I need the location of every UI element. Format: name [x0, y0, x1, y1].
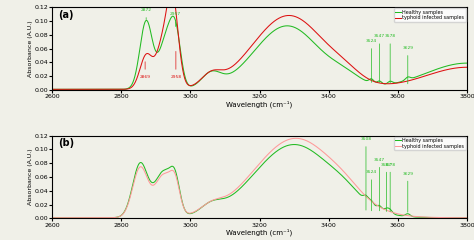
Healthy samples: [240, 62, 246, 65]
typhoid infected samples: [452, 216, 458, 219]
typhoid infected samples: [464, 66, 470, 69]
Y-axis label: Absorbance (A.U.): Absorbance (A.U.): [28, 20, 33, 77]
Healthy samples: [464, 216, 470, 219]
Line: Healthy samples: Healthy samples: [52, 144, 467, 218]
typhoid infected samples: [49, 216, 55, 219]
Healthy samples: [452, 63, 458, 66]
Text: 3524: 3524: [366, 39, 377, 82]
typhoid infected samples: [71, 88, 76, 91]
Healthy samples: [170, 15, 176, 18]
typhoid infected samples: [464, 216, 470, 219]
typhoid infected samples: [452, 216, 458, 219]
Healthy samples: [251, 173, 256, 175]
Legend: Healthy samples, typhoid infected samples: Healthy samples, typhoid infected sample…: [394, 137, 466, 150]
Text: 3567: 3567: [381, 163, 392, 211]
Text: 3578: 3578: [384, 34, 396, 83]
Text: 3547: 3547: [374, 34, 385, 82]
Line: typhoid infected samples: typhoid infected samples: [52, 0, 467, 89]
Text: 2869: 2869: [140, 62, 151, 79]
Healthy samples: [49, 88, 55, 91]
Healthy samples: [292, 143, 297, 146]
typhoid infected samples: [376, 81, 382, 84]
Text: 2958: 2958: [170, 51, 182, 79]
Text: 2872: 2872: [141, 8, 152, 20]
typhoid infected samples: [376, 205, 382, 208]
typhoid infected samples: [240, 55, 246, 58]
Text: (b): (b): [58, 138, 74, 148]
typhoid infected samples: [293, 137, 299, 140]
typhoid infected samples: [71, 216, 76, 219]
Healthy samples: [71, 88, 76, 91]
Healthy samples: [251, 50, 257, 53]
Y-axis label: Absorbance (A.U.): Absorbance (A.U.): [28, 149, 33, 205]
Text: 3508: 3508: [360, 137, 372, 210]
typhoid infected samples: [240, 181, 246, 184]
Healthy samples: [452, 63, 458, 66]
typhoid infected samples: [452, 67, 458, 70]
typhoid infected samples: [49, 88, 55, 91]
Healthy samples: [452, 216, 458, 219]
typhoid infected samples: [251, 169, 256, 172]
Healthy samples: [240, 184, 246, 187]
Text: 2957: 2957: [170, 12, 181, 26]
Legend: Healthy samples, typhoid infected samples: Healthy samples, typhoid infected sample…: [394, 8, 466, 22]
Healthy samples: [376, 204, 382, 207]
Healthy samples: [452, 216, 458, 219]
X-axis label: Wavelength (cm⁻¹): Wavelength (cm⁻¹): [227, 229, 292, 236]
Text: 3524: 3524: [366, 170, 377, 211]
Healthy samples: [71, 216, 76, 219]
X-axis label: Wavelength (cm⁻¹): Wavelength (cm⁻¹): [227, 101, 292, 108]
Text: 3547: 3547: [374, 158, 385, 211]
Text: 3578: 3578: [384, 163, 396, 211]
Healthy samples: [376, 80, 382, 83]
Text: (a): (a): [58, 10, 74, 20]
Text: 3629: 3629: [402, 172, 413, 212]
Text: 3629: 3629: [402, 46, 413, 84]
Line: typhoid infected samples: typhoid infected samples: [52, 138, 467, 218]
typhoid infected samples: [251, 41, 257, 44]
Healthy samples: [49, 216, 55, 219]
Line: Healthy samples: Healthy samples: [52, 16, 467, 89]
Healthy samples: [464, 62, 470, 65]
typhoid infected samples: [452, 67, 458, 70]
